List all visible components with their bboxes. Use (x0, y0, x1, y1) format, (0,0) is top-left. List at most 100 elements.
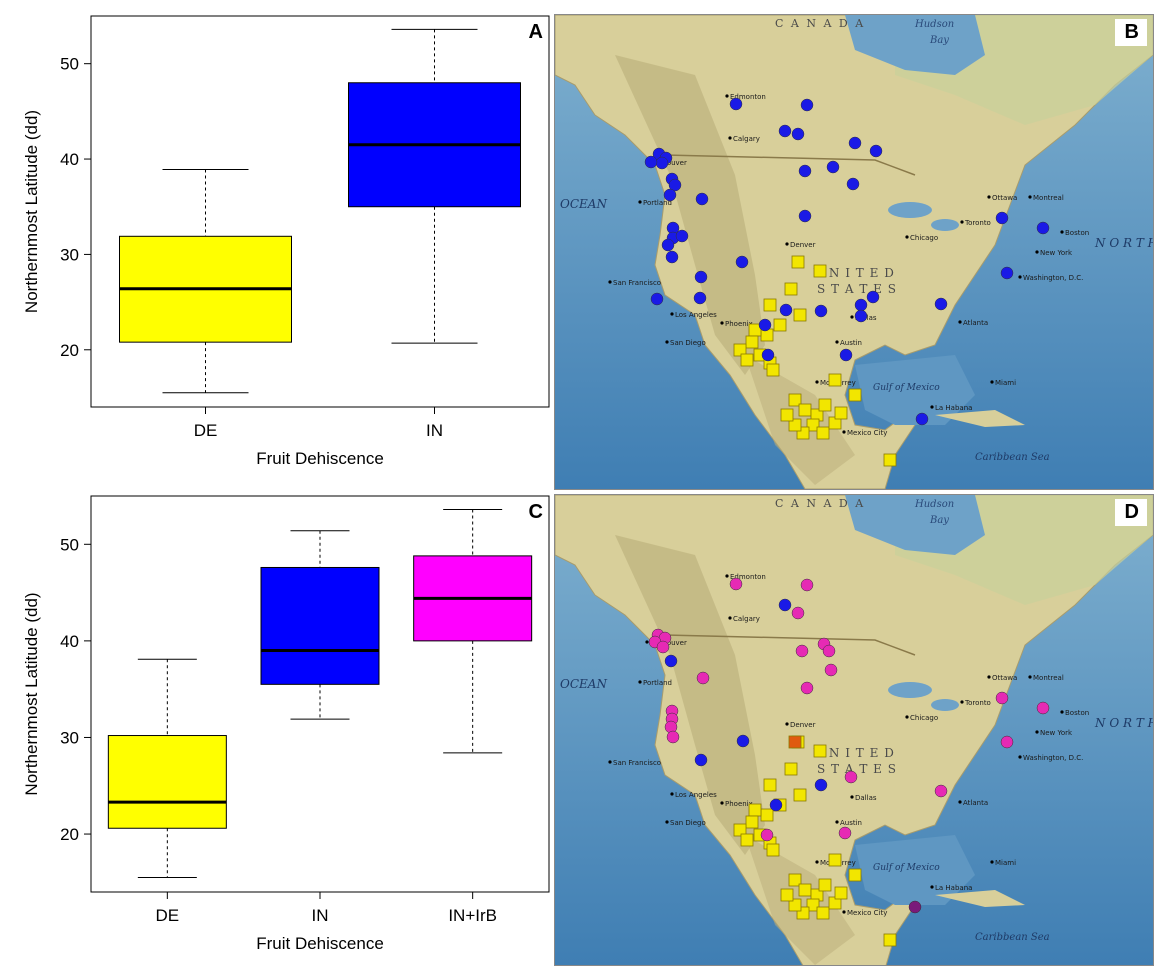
specimen-square-yellow (834, 406, 848, 420)
specimen-circle-magenta (824, 663, 838, 677)
specimen-square-yellow (740, 353, 754, 367)
specimen-square-yellow (773, 318, 787, 332)
specimen-circle-blue (846, 177, 860, 191)
panel-letter-a: A (529, 21, 543, 43)
city-toronto: Toronto (964, 219, 991, 227)
specimen-circle-blue (694, 270, 708, 284)
label-gulf: Gulf of Mexico (873, 383, 940, 393)
specimen-square-yellow (788, 898, 802, 912)
specimen-square-yellow (818, 878, 832, 892)
great-lakes (888, 682, 932, 698)
city-montreal: Montreal (1033, 674, 1064, 682)
city-dot (1060, 710, 1064, 714)
city-dot (958, 320, 962, 324)
panel-letter-c: C (529, 501, 543, 523)
city-dot (987, 195, 991, 199)
city-dot (960, 700, 964, 704)
city-dot (638, 680, 642, 684)
y-axis-label: Northernmost Latitude (dd) (22, 592, 41, 795)
specimen-circle-blue (729, 97, 743, 111)
specimen-square-yellow (791, 255, 805, 269)
city-atlanta: Atlanta (963, 319, 988, 327)
specimen-square-yellow (848, 388, 862, 402)
label-ocean: OCEAN (560, 197, 607, 211)
specimen-circle-blue (694, 753, 708, 767)
specimen-circle-blue (650, 292, 664, 306)
specimen-circle-blue (664, 654, 678, 668)
specimen-square-yellow (788, 418, 802, 432)
city-sandiego: San Diego (670, 339, 706, 347)
specimen-square-yellow (788, 393, 802, 407)
city-dot (930, 885, 934, 889)
specimen-circle-magenta (1036, 701, 1050, 715)
specimen-square-yellow (834, 886, 848, 900)
cuba (935, 890, 1025, 907)
specimen-square-yellow (745, 815, 759, 829)
city-dot (720, 321, 724, 325)
city-dot (1028, 195, 1032, 199)
specimen-square-yellow (788, 873, 802, 887)
specimen-circle-blue (798, 209, 812, 223)
specimen-circle-blue (655, 156, 669, 170)
map-panel-b: C A N A D A Hudson Bay U N I T E D S T A T E… (554, 14, 1154, 490)
specimen-circle-blue (814, 778, 828, 792)
city-ottawa: Ottawa (992, 674, 1017, 682)
specimen-circle-purple (908, 900, 922, 914)
city-denver: Denver (790, 721, 816, 729)
specimen-square-yellow (784, 762, 798, 776)
y-tick-label: 40 (60, 150, 79, 169)
specimen-circle-blue (848, 136, 862, 150)
city-mexicocity: Mexico City (847, 909, 887, 917)
specimen-square-yellow (816, 426, 830, 440)
city-dot (850, 795, 854, 799)
city-dot (670, 792, 674, 796)
city-newyork: New York (1040, 249, 1073, 257)
map-panel-d: C A N A D A Hudson Bay U N I T E D S T A T E… (554, 494, 1154, 966)
city-mexicocity: Mexico City (847, 429, 887, 437)
city-dot (728, 136, 732, 140)
city-dot (1035, 250, 1039, 254)
specimen-circle-magenta (696, 671, 710, 685)
city-dallas: Dallas (855, 794, 877, 802)
city-toronto: Toronto (964, 699, 991, 707)
label-hudson: Hudson (914, 499, 954, 510)
specimen-circle-blue (800, 98, 814, 112)
city-montreal: Montreal (1033, 194, 1064, 202)
label-canada: C A N A D A (775, 17, 865, 30)
specimen-circle-magenta (729, 577, 743, 591)
specimen-square-yellow (733, 343, 747, 357)
specimen-circle-blue (644, 155, 658, 169)
city-dot (815, 380, 819, 384)
boxplot-panel-a: 20 30 40 50 Northernmost Latitude (dd) Fruit … (22, 15, 550, 468)
map-b-canvas: C A N A D A Hudson Bay U N I T E D S T A T E… (555, 15, 1153, 489)
city-miami: Miami (995, 859, 1016, 867)
rocky-mountains (615, 535, 765, 855)
specimen-square-yellow (883, 933, 897, 947)
city-boston: Boston (1065, 229, 1089, 237)
x-tick-label: IN+IrB (448, 906, 497, 925)
city-dot (785, 722, 789, 726)
specimen-circle-magenta (995, 691, 1009, 705)
specimen-circle-magenta (795, 644, 809, 658)
city-dot (608, 760, 612, 764)
specimen-square-yellow (806, 418, 820, 432)
city-chicago: Chicago (910, 714, 938, 722)
city-losangeles: Los Angeles (675, 791, 717, 799)
city-austin: Austin (840, 339, 862, 347)
y-tick-label: 50 (60, 55, 79, 74)
city-dot (987, 675, 991, 679)
city-dot (905, 235, 909, 239)
specimen-circle-blue (995, 211, 1009, 225)
city-dot (842, 430, 846, 434)
city-dot (670, 312, 674, 316)
specimen-square-yellow (780, 888, 794, 902)
city-edmonton: Edmonton (730, 573, 766, 581)
city-edmonton: Edmonton (730, 93, 766, 101)
city-havana: La Habana (935, 404, 972, 412)
label-caribbean: Caribbean Sea (975, 932, 1050, 943)
y-tick-label: 40 (60, 632, 79, 651)
specimen-circle-blue (866, 290, 880, 304)
box-de (107, 735, 227, 829)
great-lakes-east (931, 699, 959, 711)
panel-letter-d: D (1114, 499, 1147, 526)
